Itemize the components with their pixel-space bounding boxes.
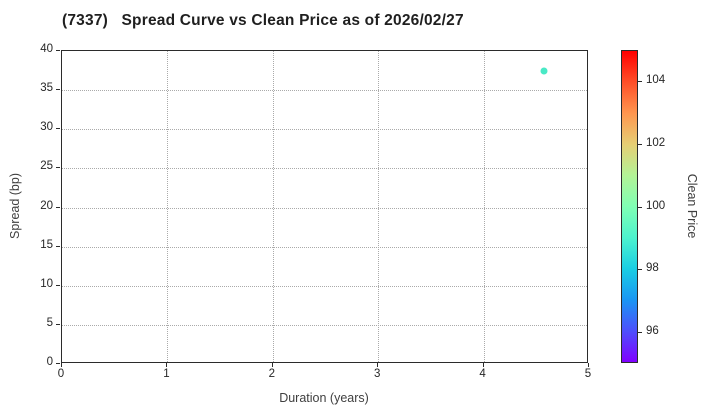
h-gridline — [62, 129, 587, 131]
colorbar-tick-mark — [638, 331, 642, 333]
y-tick-label: 15 — [40, 238, 53, 251]
y-tick-mark — [56, 245, 60, 247]
y-tick-mark — [56, 206, 60, 208]
x-tick-mark — [166, 363, 168, 367]
x-tick-label: 3 — [373, 368, 381, 380]
colorbar-tick-mark — [638, 143, 642, 145]
x-tick-label: 2 — [268, 368, 275, 380]
h-gridline — [62, 90, 587, 92]
data-point — [540, 67, 548, 75]
colorbar-tick-label: 98 — [646, 262, 659, 275]
colorbar-label: Clean Price — [685, 173, 699, 239]
x-tick-mark — [588, 363, 589, 367]
y-tick-label: 25 — [40, 160, 53, 173]
colorbar-tick-mark — [638, 81, 642, 83]
y-tick-label: 10 — [40, 277, 53, 290]
y-tick-mark — [56, 89, 60, 91]
x-tick-mark — [61, 363, 62, 367]
colorbar-tick-label: 100 — [646, 199, 666, 212]
plot-area — [61, 50, 588, 363]
colorbar-tick-label: 104 — [646, 74, 666, 87]
colorbar-tick-mark — [638, 206, 642, 208]
h-gridline — [62, 285, 587, 287]
h-gridline — [62, 246, 587, 248]
x-tick-label: 0 — [57, 368, 65, 380]
y-tick-mark — [56, 323, 60, 325]
colorbar — [621, 50, 638, 363]
x-tick-mark — [271, 363, 273, 367]
v-gridline — [483, 51, 485, 362]
colorbar-tick-label: 102 — [646, 136, 666, 149]
y-tick-label: 40 — [40, 43, 53, 55]
y-tick-label: 0 — [46, 356, 53, 368]
h-gridline — [62, 168, 587, 170]
colorbar-tick-mark — [638, 269, 642, 271]
chart-title: (7337) Spread Curve vs Clean Price as of… — [62, 12, 464, 29]
x-tick-mark — [377, 363, 379, 367]
colorbar-tick-label: 96 — [646, 324, 659, 337]
h-gridline — [62, 207, 587, 209]
y-tick-mark — [56, 167, 60, 169]
y-tick-mark — [56, 284, 60, 286]
v-gridline — [167, 51, 169, 362]
y-tick-label: 35 — [40, 82, 53, 95]
x-tick-label: 1 — [163, 368, 170, 380]
x-axis-label: Duration (years) — [279, 391, 369, 405]
v-gridline — [272, 51, 274, 362]
x-tick-mark — [482, 363, 484, 367]
h-gridline — [62, 324, 587, 326]
x-tick-label: 4 — [479, 368, 486, 380]
y-tick-mark — [56, 50, 60, 51]
y-tick-mark — [56, 128, 60, 130]
y-tick-mark — [56, 363, 60, 364]
v-gridline — [378, 51, 380, 362]
x-tick-label: 5 — [584, 368, 592, 380]
y-tick-label: 5 — [46, 316, 53, 329]
y-tick-label: 20 — [40, 199, 53, 212]
y-tick-label: 30 — [40, 121, 53, 134]
